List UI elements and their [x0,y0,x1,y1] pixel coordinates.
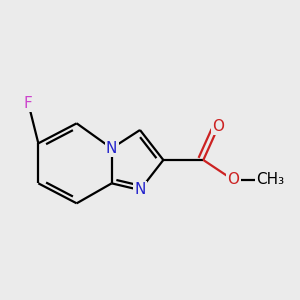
Text: N: N [106,141,117,156]
Text: N: N [134,182,146,197]
Text: O: O [212,119,224,134]
Text: CH₃: CH₃ [256,172,284,188]
Text: F: F [24,96,33,111]
Text: O: O [227,172,239,188]
